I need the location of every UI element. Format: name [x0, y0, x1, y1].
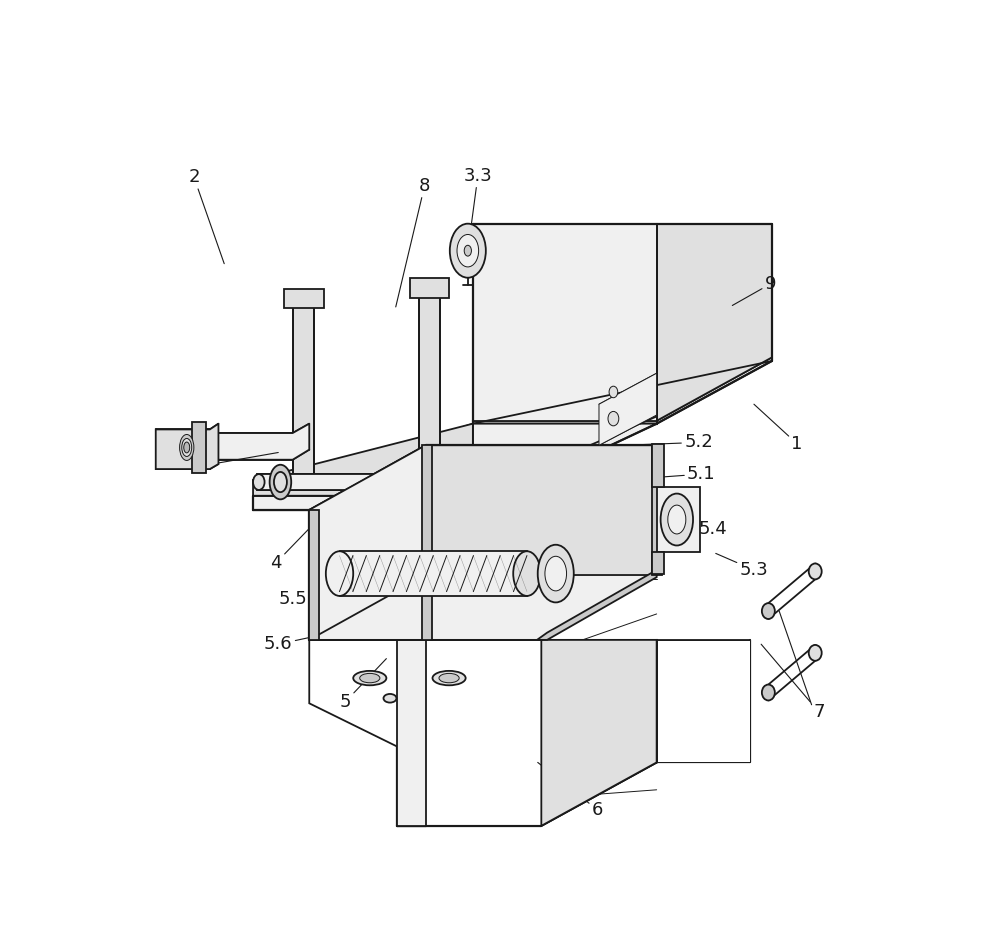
Polygon shape: [340, 551, 527, 596]
Text: 5.4: 5.4: [680, 519, 727, 538]
Text: 9: 9: [732, 275, 776, 305]
Polygon shape: [293, 307, 314, 480]
Text: 4: 4: [270, 519, 318, 572]
Ellipse shape: [274, 472, 287, 492]
Ellipse shape: [253, 475, 265, 490]
Polygon shape: [422, 446, 432, 640]
Text: 2: 2: [188, 168, 224, 264]
Text: 1: 1: [754, 404, 803, 453]
Polygon shape: [537, 570, 657, 640]
Ellipse shape: [762, 684, 775, 700]
Polygon shape: [652, 444, 664, 487]
Ellipse shape: [608, 412, 619, 426]
Text: 5: 5: [340, 659, 386, 710]
Ellipse shape: [182, 438, 192, 457]
Ellipse shape: [809, 563, 822, 579]
Ellipse shape: [439, 673, 459, 682]
Polygon shape: [156, 424, 218, 469]
Ellipse shape: [609, 387, 618, 398]
Ellipse shape: [184, 442, 190, 453]
Polygon shape: [309, 510, 319, 640]
Polygon shape: [253, 424, 473, 496]
Ellipse shape: [762, 603, 775, 619]
Polygon shape: [419, 296, 440, 459]
Ellipse shape: [433, 671, 466, 685]
Text: 3.3: 3.3: [464, 167, 492, 251]
Polygon shape: [284, 289, 324, 308]
Ellipse shape: [383, 694, 396, 703]
Ellipse shape: [661, 493, 693, 546]
Ellipse shape: [668, 505, 686, 534]
Ellipse shape: [180, 434, 194, 461]
Text: 8: 8: [396, 177, 430, 307]
Ellipse shape: [326, 551, 353, 596]
Ellipse shape: [538, 545, 574, 603]
Text: 5.5: 5.5: [278, 556, 365, 607]
Ellipse shape: [513, 551, 541, 596]
Ellipse shape: [464, 245, 471, 256]
Text: 7: 7: [761, 644, 825, 721]
Text: 6: 6: [538, 763, 603, 819]
Ellipse shape: [353, 671, 386, 685]
Polygon shape: [257, 475, 480, 490]
Polygon shape: [309, 640, 657, 826]
Polygon shape: [657, 224, 772, 421]
Polygon shape: [397, 640, 426, 826]
Ellipse shape: [474, 475, 486, 490]
Polygon shape: [192, 422, 206, 473]
Ellipse shape: [270, 465, 291, 499]
Polygon shape: [652, 446, 662, 575]
Polygon shape: [599, 373, 657, 446]
Polygon shape: [657, 487, 700, 552]
Ellipse shape: [360, 673, 380, 682]
Polygon shape: [426, 446, 657, 640]
Polygon shape: [309, 446, 657, 510]
Polygon shape: [309, 446, 426, 640]
Polygon shape: [473, 358, 772, 424]
Polygon shape: [163, 424, 309, 460]
Ellipse shape: [545, 556, 567, 591]
Text: 5.1: 5.1: [642, 465, 716, 483]
Polygon shape: [473, 224, 657, 421]
Polygon shape: [657, 640, 750, 763]
Polygon shape: [309, 575, 657, 640]
Ellipse shape: [809, 645, 822, 661]
Polygon shape: [652, 552, 664, 574]
Polygon shape: [541, 640, 657, 826]
Text: 5.3: 5.3: [716, 553, 768, 579]
Ellipse shape: [457, 235, 479, 267]
Text: 3: 3: [198, 452, 278, 475]
Polygon shape: [253, 424, 657, 510]
Polygon shape: [410, 278, 449, 298]
Text: 5.6: 5.6: [264, 630, 345, 653]
Text: 5.2: 5.2: [624, 433, 713, 451]
Ellipse shape: [450, 224, 486, 278]
